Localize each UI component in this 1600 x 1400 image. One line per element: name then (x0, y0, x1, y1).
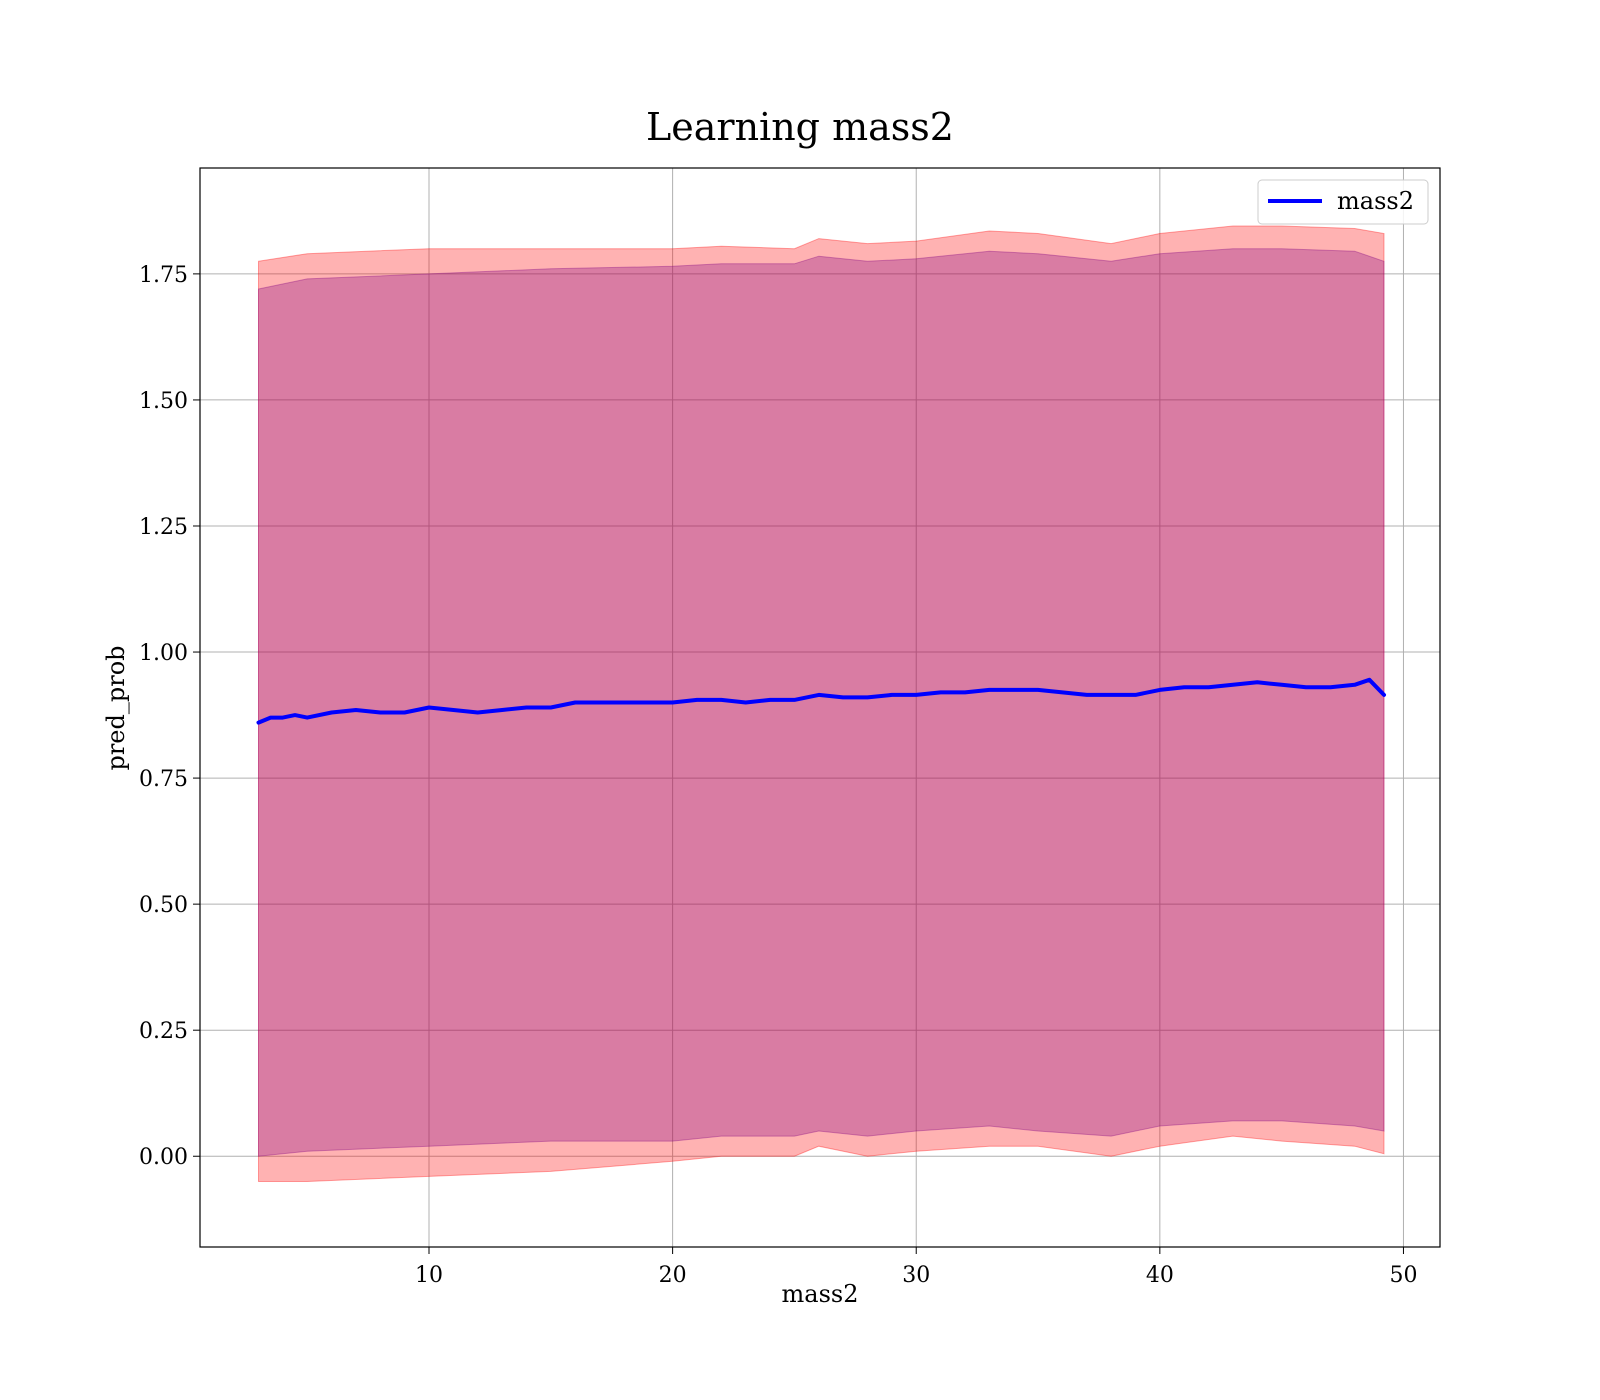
y-tick-label: 0.75 (139, 767, 188, 792)
y-tick-label: 1.00 (139, 641, 188, 666)
x-tick-label: 20 (659, 1263, 687, 1288)
y-tick-label: 1.50 (139, 389, 188, 414)
y-tick-label: 0.25 (139, 1019, 188, 1044)
y-tick-label: 0.50 (139, 893, 188, 918)
x-axis: 10 20 30 40 50 (415, 1247, 1417, 1288)
axes-frame (199, 167, 1441, 1248)
confidence-band-2 (258, 248, 1385, 1157)
y-axis-label: pred_prob (102, 645, 130, 770)
y-tick-label: 1.75 (139, 263, 188, 288)
legend: mass2 (1257, 179, 1429, 225)
x-tick-label: 10 (415, 1263, 443, 1288)
x-tick-label: 40 (1146, 1263, 1174, 1288)
y-tick-label: 0.00 (139, 1145, 188, 1170)
x-tick-label: 50 (1389, 1263, 1417, 1288)
chart-title: Learning mass2 (646, 105, 954, 149)
y-tick-label: 1.25 (139, 515, 188, 540)
y-axis: 0.00 0.25 0.50 0.75 1.00 1.25 1.50 1.75 (139, 263, 200, 1170)
series-line-mass2 (256, 677, 1386, 725)
legend-label-mass2: mass2 (1337, 187, 1414, 215)
confidence-band-1 (258, 225, 1385, 1182)
x-tick-label: 30 (902, 1263, 930, 1288)
x-axis-label: mass2 (782, 1280, 859, 1308)
legend-box (1257, 179, 1429, 225)
plot-area (200, 168, 1440, 1247)
